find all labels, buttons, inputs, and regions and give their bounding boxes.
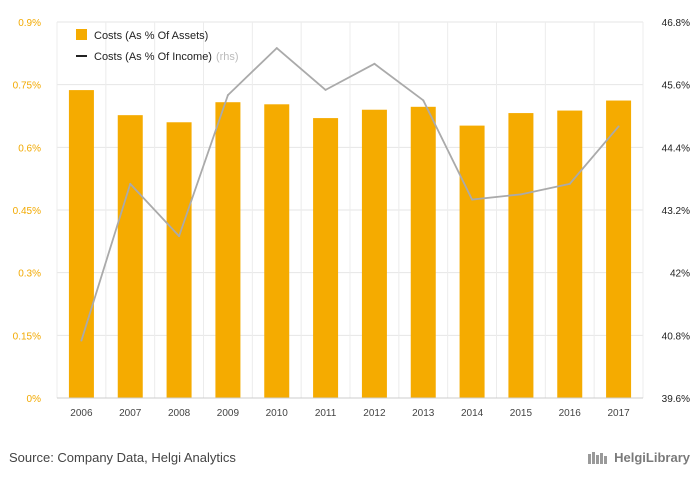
x-tick-label: 2012: [363, 408, 386, 419]
legend-label-income: Costs (As % Of Income): [94, 51, 212, 63]
x-tick-label: 2009: [217, 408, 240, 419]
legend-rhs-suffix: (rhs): [216, 51, 239, 63]
line-point: [129, 182, 132, 185]
y-right-tick-label: 42%: [670, 269, 690, 280]
x-tick-label: 2011: [315, 408, 337, 419]
x-tick-label: 2013: [412, 408, 435, 419]
library-logo-icon: [588, 451, 608, 464]
y-right-tick-label: 39.6%: [662, 394, 690, 405]
y-left-tick-label: 0.6%: [18, 143, 41, 154]
bar: [166, 122, 192, 399]
line-point: [617, 125, 620, 128]
brand-name: HelgiLibrary: [614, 450, 690, 465]
x-tick-label: 2016: [559, 408, 582, 419]
line-point: [471, 198, 474, 201]
x-tick-label: 2008: [168, 408, 191, 419]
axes: 0% 0.15% 0.3% 0.45% 0.6% 0.75% 0.9% 39.6% 40.8% 4…: [13, 18, 690, 419]
legend-swatch-bar: [76, 29, 87, 40]
y-left-tick-label: 0.9%: [18, 18, 41, 29]
legend: Costs (As % Of Assets) Costs (As % Of Inc…: [76, 29, 239, 63]
bar: [508, 113, 534, 398]
bar: [215, 102, 241, 399]
y-right-tick-label: 45.6%: [662, 81, 690, 92]
line-point: [373, 62, 376, 65]
y-left-tick-label: 0.3%: [18, 269, 41, 280]
y-right-tick-label: 43.2%: [662, 206, 690, 217]
line-path: [80, 47, 620, 341]
bar: [264, 104, 290, 399]
line-point: [422, 99, 425, 102]
bar: [361, 109, 387, 398]
bar: [557, 110, 583, 399]
x-tick-label: 2015: [510, 408, 533, 419]
line-point: [178, 235, 181, 238]
x-tick-label: 2017: [607, 408, 630, 419]
x-tick-label: 2007: [119, 408, 142, 419]
line-point: [226, 94, 229, 97]
bar: [459, 125, 485, 398]
bar: [68, 90, 94, 398]
line-point: [275, 47, 278, 50]
y-left-tick-label: 0.45%: [13, 206, 41, 217]
legend-label-assets: Costs (As % Of Assets): [94, 30, 208, 42]
y-right-tick-label: 46.8%: [662, 18, 690, 29]
source-note: Source: Company Data, Helgi Analytics: [9, 450, 236, 465]
y-left-tick-label: 0%: [27, 394, 42, 405]
line-point: [568, 182, 571, 185]
y-right-tick-label: 40.8%: [662, 331, 690, 342]
y-left-tick-label: 0.75%: [13, 81, 41, 92]
line-point: [80, 339, 83, 342]
line-point: [519, 193, 522, 196]
x-tick-label: 2006: [70, 408, 93, 419]
brand: HelgiLibrary: [587, 450, 690, 465]
bar: [313, 118, 339, 398]
y-left-tick-label: 0.15%: [13, 331, 41, 342]
bar: [606, 100, 632, 398]
chart: 0% 0.15% 0.3% 0.45% 0.6% 0.75% 0.9% 39.6% 40.8% 4…: [13, 18, 690, 419]
bar: [410, 106, 436, 398]
bar: [117, 115, 143, 399]
y-right-tick-label: 44.4%: [662, 143, 690, 154]
line-point: [324, 88, 327, 91]
x-tick-label: 2010: [266, 408, 289, 419]
line-series: [80, 47, 620, 342]
x-tick-label: 2014: [461, 408, 484, 419]
bar-series: [68, 90, 632, 399]
grid: [56, 21, 644, 399]
